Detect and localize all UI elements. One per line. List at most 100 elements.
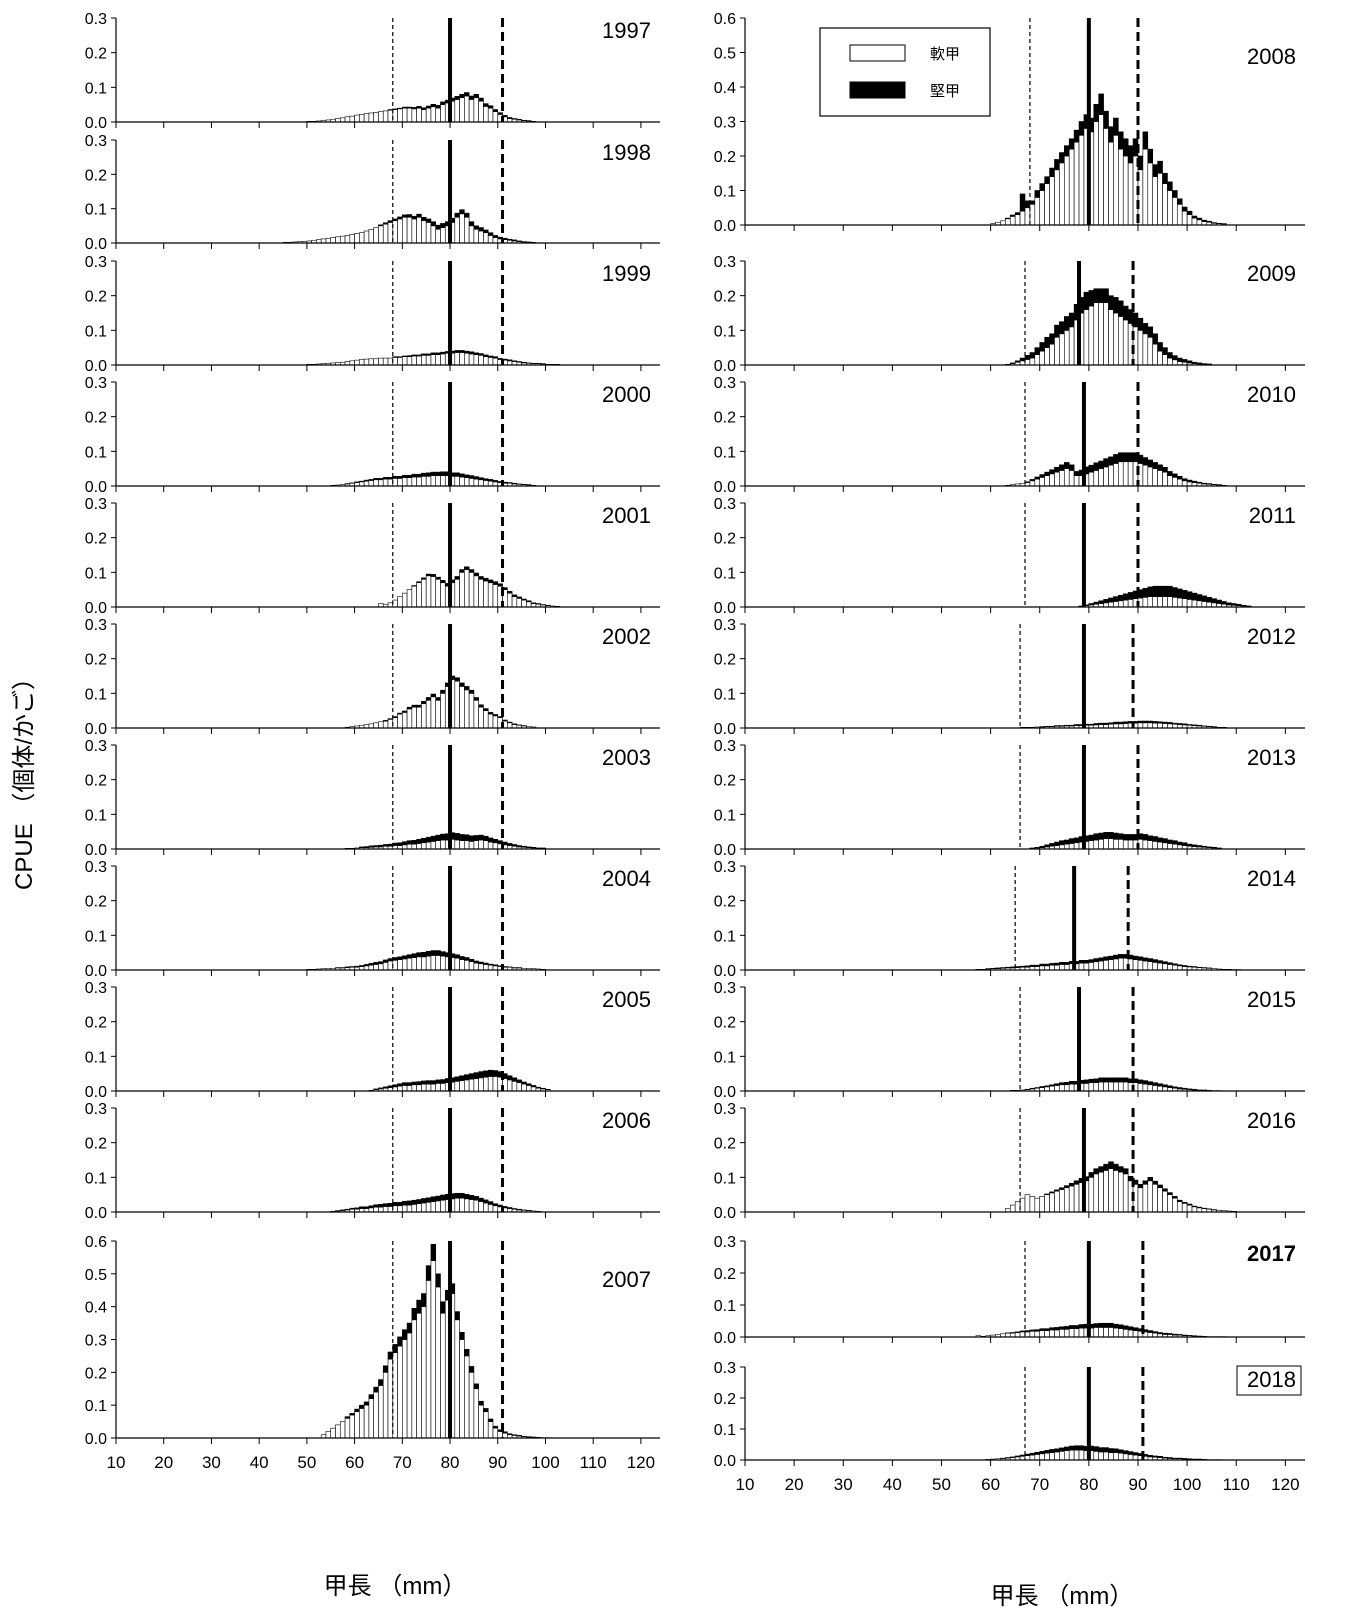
bar-hard: [416, 106, 422, 109]
bar-soft: [440, 582, 446, 608]
x-tick-label: 40: [883, 1475, 902, 1494]
bar-hard: [425, 353, 432, 356]
bar-soft: [1113, 601, 1119, 608]
bar-hard: [483, 478, 489, 481]
bar-hard: [1142, 720, 1149, 724]
bar-hard: [1103, 1322, 1109, 1328]
bar-soft: [1191, 599, 1198, 608]
panel-2003: 0.0 0.1 0.2 0.3 2003: [85, 738, 660, 859]
bar-soft: [440, 353, 446, 366]
bar-hard: [473, 1196, 479, 1201]
bar-hard: [1162, 172, 1168, 184]
bar-hard: [349, 1413, 355, 1416]
bar-soft: [473, 840, 479, 850]
y-tick-label: 0.3: [85, 254, 107, 271]
bar-hard: [1162, 838, 1168, 844]
bar-hard: [406, 706, 413, 710]
bar-soft: [425, 575, 432, 608]
bar-hard: [397, 475, 403, 479]
bar-hard: [1152, 721, 1158, 724]
bar-soft: [1122, 599, 1129, 608]
bar-soft: [335, 236, 341, 244]
bar-soft: [1152, 962, 1158, 971]
bar-hard: [1108, 1161, 1114, 1169]
bar-soft: [464, 959, 470, 971]
bar-hard: [363, 964, 370, 967]
bar-hard: [1009, 1332, 1016, 1334]
bar-hard: [392, 716, 398, 718]
bar-hard: [1118, 1449, 1124, 1454]
bar-hard: [1152, 333, 1158, 345]
bar-soft: [440, 1199, 446, 1213]
bar-hard: [1167, 1457, 1173, 1459]
bar-soft: [1108, 1081, 1114, 1092]
bar-hard: [1098, 460, 1104, 469]
bar-soft: [478, 706, 484, 729]
bar-soft: [1147, 1084, 1154, 1092]
bar-hard: [1039, 1328, 1045, 1331]
bar-hard: [387, 1351, 394, 1360]
bar-hard: [416, 581, 422, 584]
y-tick-label: 0.2: [85, 773, 107, 790]
bar-soft: [478, 479, 484, 487]
bar-soft: [1098, 838, 1104, 850]
bar-hard: [416, 704, 422, 708]
bar-soft: [464, 1079, 470, 1092]
bar-hard: [1093, 601, 1099, 605]
bar-soft: [1083, 1083, 1090, 1092]
bar-soft: [363, 965, 370, 971]
bar-hard: [1049, 1327, 1055, 1331]
bar-hard: [1073, 1445, 1080, 1451]
bar-soft: [387, 109, 394, 123]
bar-soft: [1103, 602, 1109, 608]
bar-hard: [516, 596, 522, 599]
bar-hard: [454, 350, 460, 353]
x-tick-label: 50: [932, 1475, 951, 1494]
bar-hard: [1019, 1454, 1026, 1457]
year-label-2013: 2013: [1247, 745, 1296, 770]
bar-hard: [378, 224, 384, 227]
bar-soft: [411, 1084, 417, 1092]
bar-hard: [1147, 586, 1154, 597]
bar-hard: [1226, 602, 1232, 606]
bar-soft: [487, 1421, 494, 1439]
y-tick-label: 0.1: [714, 928, 736, 945]
bar-hard: [478, 477, 484, 481]
bar-soft: [483, 232, 489, 244]
bar-soft: [392, 959, 398, 971]
bar-hard: [1034, 846, 1041, 849]
bar-hard: [411, 585, 417, 587]
bar-soft: [506, 722, 513, 729]
bar-soft: [373, 1206, 379, 1213]
bar-soft: [1118, 723, 1124, 729]
bar-soft: [1098, 302, 1104, 366]
bar-soft: [492, 237, 499, 244]
bar-hard: [1147, 459, 1154, 468]
bar-soft: [378, 111, 384, 123]
y-tick-label: 0.3: [85, 1333, 107, 1350]
bar-hard: [478, 704, 484, 708]
bar-hard: [1162, 466, 1168, 473]
bar-soft: [1113, 838, 1119, 850]
bar-soft: [363, 1404, 370, 1439]
bar-soft: [406, 708, 413, 729]
bar-soft: [1113, 1170, 1119, 1213]
bar-hard: [387, 1085, 394, 1088]
bar-soft: [1191, 1206, 1198, 1213]
bar-hard: [497, 112, 503, 115]
bar-soft: [1137, 1187, 1144, 1213]
bar-soft: [1122, 319, 1129, 366]
bar-soft: [425, 841, 432, 850]
bar-hard: [1118, 721, 1124, 725]
bar-soft: [459, 572, 465, 608]
bar-soft: [1049, 1192, 1055, 1213]
bar-soft: [1078, 962, 1085, 971]
bar-hard: [1044, 1085, 1050, 1088]
bar-soft: [411, 957, 417, 971]
bar-soft: [483, 106, 489, 123]
bar-soft: [1127, 1454, 1134, 1461]
bar-hard: [1122, 138, 1129, 157]
bar-hard: [1172, 355, 1178, 361]
bar-soft: [473, 354, 479, 366]
y-tick-label: 0.2: [714, 289, 736, 306]
